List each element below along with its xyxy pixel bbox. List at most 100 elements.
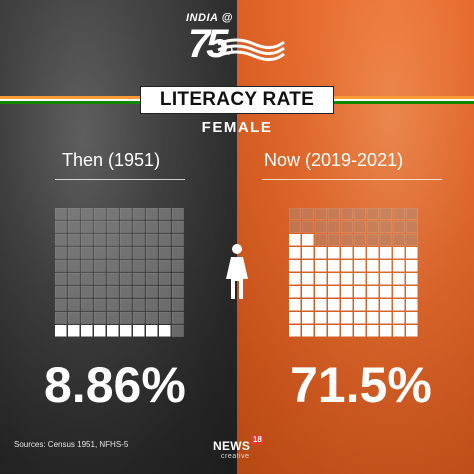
waffle-cell-filled [380,312,392,324]
waffle-cell-empty [55,259,67,272]
waffle-cell-empty [158,208,171,220]
waffle-cell-empty [106,285,119,298]
waffle-cell-empty [392,233,405,246]
waffle-cell-empty [67,233,80,246]
waffle-cell-empty [119,208,132,220]
waffle-cell-filled [289,312,301,324]
waffle-cell-filled [315,260,327,272]
waffle-cell-filled [315,325,327,337]
waffle-cell-empty [145,311,158,324]
waffle-cell-filled [406,299,418,311]
waffle-cell-empty [80,272,93,285]
waffle-grid-now [289,208,418,337]
waffle-cell-filled [328,273,340,285]
waffle-cell-filled [289,247,301,259]
waffle-cell-empty [80,233,93,246]
waffle-cell-empty [145,246,158,259]
waffle-cell-empty [55,272,67,285]
waffle-cell-filled [341,325,353,337]
waffle-cell-empty [340,208,353,220]
waffle-cell-filled [328,325,340,337]
waffle-cell-filled [328,260,340,272]
waffle-cell-filled [406,325,418,337]
waffle-cell-empty [171,246,184,259]
waffle-cell-empty [106,311,119,324]
waffle-cell-empty [132,246,145,259]
sources-note: Sources: Census 1951, NFHS-5 [14,440,129,449]
waffle-cell-empty [366,233,379,246]
waffle-cell-filled [406,312,418,324]
waffle-cell-empty [314,220,327,233]
waffle-cell-empty [132,208,145,220]
waffle-cell-empty [314,233,327,246]
waffle-cell-empty [132,220,145,233]
waffle-cell-empty [132,311,145,324]
waffle-cell-empty [106,208,119,220]
waffle-cell-empty [171,233,184,246]
waffle-cell-empty [327,233,340,246]
waffle-cell-empty [158,311,171,324]
waffle-cell-empty [379,233,392,246]
waffle-cell-filled [68,325,80,337]
waffle-cell-filled [406,247,418,259]
waffle-cell-empty [132,272,145,285]
waffle-cell-empty [119,311,132,324]
waffle-cell-empty [106,298,119,311]
waffle-cell-filled [315,247,327,259]
waffle-cell-filled [328,299,340,311]
period-label-then: Then (1951) [62,150,161,170]
waffle-cell-filled [107,325,119,337]
waffle-cell-empty [80,298,93,311]
waffle-cell-empty [171,311,184,324]
waffle-cell-empty [132,259,145,272]
waffle-cell-filled [380,286,392,298]
woman-icon [226,244,248,299]
waffle-cell-empty [80,259,93,272]
waffle-cell-empty [314,208,327,220]
waffle-cell-empty [106,233,119,246]
waffle-cell-filled [367,312,379,324]
waffle-cell-filled [94,325,106,337]
waffle-cell-empty [327,220,340,233]
waffle-cell-empty [55,233,67,246]
waffle-cell-filled [380,325,392,337]
waffle-cell-filled [380,273,392,285]
waffle-cell-empty [55,246,67,259]
waffle-cell-empty [93,298,106,311]
waffle-cell-empty [171,298,184,311]
waffle-cell-empty [340,233,353,246]
waffle-cell-filled [367,273,379,285]
waffle-cell-empty [93,246,106,259]
waffle-cell-empty [93,208,106,220]
india-at-75-logo: INDIA @ 75 [186,10,296,72]
waffle-cell-empty [119,220,132,233]
waffle-cell-filled [341,260,353,272]
waffle-cell-empty [145,298,158,311]
waffle-cell-empty [301,208,314,220]
waffle-cell-empty [93,220,106,233]
title-box: LITERACY RATE [140,86,334,114]
divider-left [55,179,185,180]
brand-sup: 18 [251,435,264,445]
waffle-cell-filled [55,325,67,337]
waffle-cell-empty [340,220,353,233]
flag-swoosh-icon [217,38,285,61]
waffle-cell-filled [289,273,301,285]
waffle-cell-empty [171,208,184,220]
waffle-cell-empty [301,220,314,233]
waffle-cell-filled [302,260,314,272]
divider-right [262,179,442,180]
waffle-cell-filled [341,312,353,324]
waffle-cell-empty [119,259,132,272]
value-now: 71.5% [290,357,432,413]
waffle-cell-filled [354,286,366,298]
waffle-cell-empty [55,208,67,220]
waffle-cell-empty [93,311,106,324]
waffle-cell-filled [133,325,145,337]
waffle-cell-filled [302,312,314,324]
waffle-cell-empty [67,259,80,272]
waffle-cell-empty [171,324,184,337]
waffle-cell-empty [392,208,405,220]
waffle-cell-filled [289,299,301,311]
waffle-cell-empty [119,246,132,259]
